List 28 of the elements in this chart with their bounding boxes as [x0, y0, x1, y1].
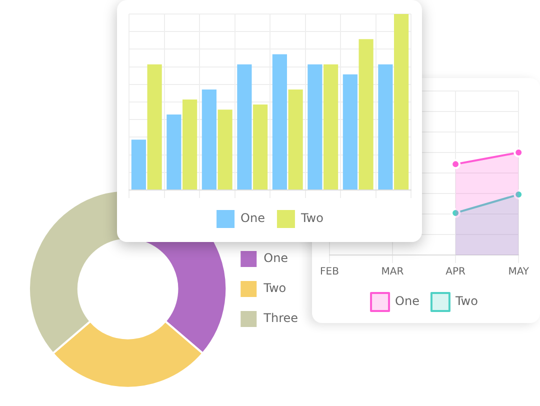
bar — [147, 64, 162, 190]
point — [450, 208, 461, 218]
bar — [253, 104, 268, 190]
bar — [378, 64, 393, 190]
bar — [218, 110, 232, 190]
bar — [324, 64, 338, 190]
bar — [202, 90, 216, 190]
bar — [342, 74, 358, 190]
legend-label: Two — [262, 281, 286, 296]
legend-label: Two — [454, 294, 478, 308]
legend-label: One — [240, 211, 265, 226]
bar — [394, 14, 409, 190]
legend-label: Three — [262, 311, 298, 326]
bar — [131, 140, 146, 190]
x-tick-label: MAR — [381, 266, 404, 278]
bar — [237, 64, 252, 190]
bar — [272, 54, 287, 190]
bar — [308, 64, 322, 190]
x-tick-label: APR — [446, 266, 466, 278]
bar — [288, 90, 303, 190]
x-tick-label: FEB — [320, 266, 340, 278]
bar — [358, 39, 374, 190]
bar — [166, 114, 182, 190]
bar — [182, 100, 198, 190]
legend-label: Two — [300, 211, 324, 226]
x-tick-label: MAY — [508, 266, 530, 278]
legend-label: One — [395, 294, 420, 308]
legend-label: One — [264, 251, 288, 266]
